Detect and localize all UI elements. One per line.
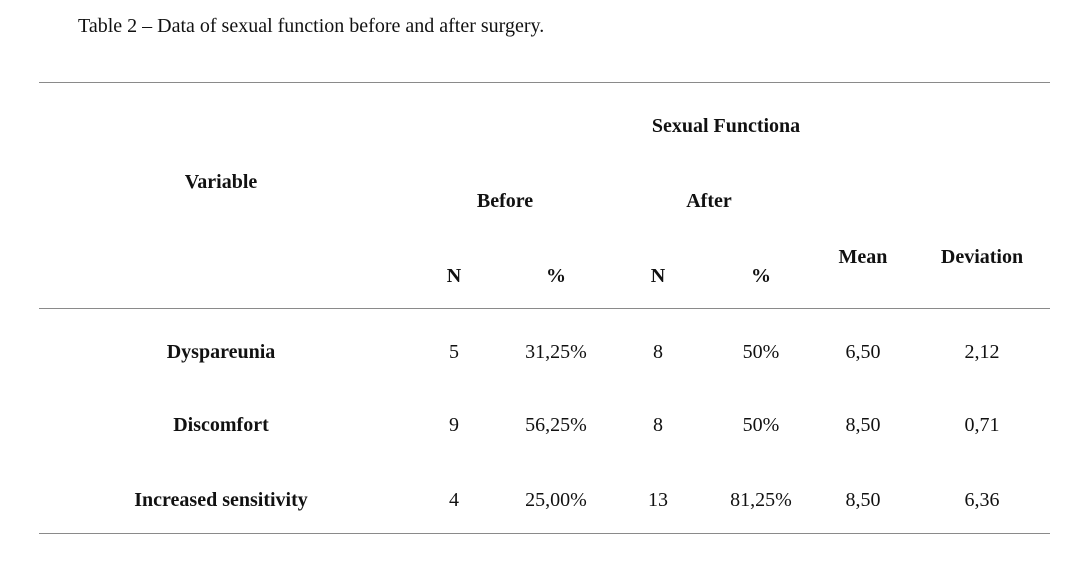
row-mean: 8,50: [845, 414, 881, 436]
row-variable: Increased sensitivity: [134, 489, 308, 511]
row-deviation: 6,36: [964, 489, 1000, 511]
row-deviation: 0,71: [964, 414, 1000, 436]
row-n-after: 13: [648, 489, 668, 511]
table-caption: Table 2 – Data of sexual function before…: [78, 15, 545, 37]
header-group: Sexual Functiona: [651, 115, 801, 137]
row-n-after: 8: [653, 414, 663, 436]
header-variable: Variable: [184, 171, 258, 193]
header-n-before: N: [446, 265, 462, 287]
top-rule: [39, 82, 1050, 83]
header-pct-before: %: [546, 265, 566, 287]
row-pct-before: 25,00%: [525, 489, 587, 511]
row-n-before: 9: [449, 414, 459, 436]
header-pct-after: %: [751, 265, 771, 287]
header-deviation: Deviation: [940, 246, 1024, 268]
row-pct-before: 31,25%: [525, 341, 587, 363]
row-pct-after: 81,25%: [730, 489, 792, 511]
row-mean: 6,50: [845, 341, 881, 363]
row-n-before: 5: [449, 341, 459, 363]
row-variable: Dyspareunia: [166, 341, 276, 363]
header-after: After: [686, 190, 732, 212]
row-pct-after: 50%: [742, 414, 780, 436]
row-n-after: 8: [653, 341, 663, 363]
bottom-rule: [39, 533, 1050, 534]
row-variable: Discomfort: [173, 414, 269, 436]
header-mean: Mean: [838, 246, 888, 268]
row-pct-before: 56,25%: [525, 414, 587, 436]
row-pct-after: 50%: [742, 341, 780, 363]
row-mean: 8,50: [845, 489, 881, 511]
header-bottom-rule: [39, 308, 1050, 309]
header-before: Before: [476, 190, 534, 212]
header-n-after: N: [650, 265, 666, 287]
row-deviation: 2,12: [964, 341, 1000, 363]
row-n-before: 4: [449, 489, 459, 511]
